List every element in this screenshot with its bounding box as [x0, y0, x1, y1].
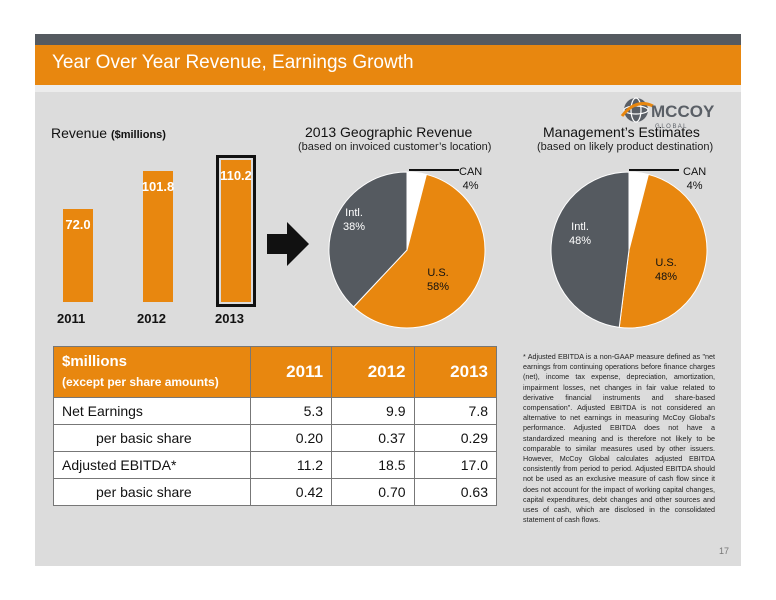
- mgmt-intl-label: Intl. 48%: [569, 220, 591, 248]
- table-header-line1: $millions: [62, 353, 128, 370]
- table-header-line2: (except per share amounts): [62, 375, 219, 389]
- geo-us-name: U.S.: [427, 267, 449, 279]
- page-title: Year Over Year Revenue, Earnings Growth: [52, 52, 414, 73]
- mgmt-pie-slice-intl: [550, 171, 630, 328]
- table-header-year: 2012: [331, 346, 415, 398]
- mgmt-heading: Management’s Estimates: [543, 124, 700, 140]
- mgmt-pie-chart: [550, 171, 708, 329]
- geo-us-pct: 58%: [427, 281, 450, 293]
- table-row: Adjusted EBITDA* 11.2 18.5 17.0: [53, 451, 498, 479]
- geo-us-label: U.S. 58%: [427, 266, 449, 294]
- slide: Year Over Year Revenue, Earnings Growth …: [35, 34, 741, 566]
- logo-wordmark: MCCOY: [651, 102, 715, 121]
- table-cell: 5.3: [249, 397, 333, 425]
- table-cell: 18.5: [331, 451, 415, 479]
- table-header-row: $millions (except per share amounts) 201…: [53, 346, 498, 398]
- geo-intl-label: Intl. 38%: [343, 206, 365, 234]
- table-cell: 0.63: [413, 478, 498, 506]
- page-number: 17: [719, 546, 730, 556]
- geo-can-name: CAN: [459, 166, 483, 178]
- mccoy-global-logo: MCCOY G L O B A L: [620, 97, 715, 130]
- table-row-label: per basic share: [53, 424, 251, 452]
- table-row: per basic share 0.20 0.37 0.29: [53, 424, 498, 452]
- revenue-bar: [63, 209, 93, 302]
- table-row-label: per basic share: [53, 478, 251, 506]
- table-header-year: 2013: [413, 346, 498, 398]
- table-cell: 0.20: [249, 424, 333, 452]
- mgmt-can-name: CAN: [683, 166, 707, 178]
- mgmt-subheading: (based on likely product destination): [537, 141, 714, 153]
- table-cell: 0.29: [413, 424, 498, 452]
- mgmt-intl-name: Intl.: [571, 221, 589, 233]
- geo-heading: 2013 Geographic Revenue: [305, 124, 473, 140]
- mgmt-us-name: U.S.: [655, 257, 677, 269]
- globe-icon: [620, 97, 654, 123]
- revenue-year-label: 2013: [215, 311, 244, 326]
- revenue-year-label: 2011: [57, 311, 86, 326]
- table-row: per basic share 0.42 0.70 0.63: [53, 478, 498, 506]
- table-cell: 17.0: [413, 451, 498, 479]
- mgmt-intl-pct: 48%: [569, 235, 592, 247]
- table-cell: 7.8: [413, 397, 498, 425]
- table-cell: 0.37: [331, 424, 415, 452]
- revenue-heading-units: ($millions): [110, 129, 166, 141]
- title-bar: [35, 45, 741, 85]
- financial-table: $millions (except per share amounts) 201…: [53, 346, 498, 506]
- revenue-bar: [216, 155, 256, 307]
- top-bar: [35, 34, 741, 45]
- revenue-bar-value: 72.0: [65, 217, 91, 233]
- table-row-label: Net Earnings: [53, 397, 251, 425]
- revenue-bar: [143, 170, 173, 302]
- mgmt-us-label: U.S. 48%: [655, 256, 677, 284]
- geo-pie-slice-intl: [328, 171, 408, 308]
- geo-can-leader-line: [409, 169, 459, 171]
- table-row: Net Earnings 5.3 9.9 7.8: [53, 397, 498, 425]
- geo-intl-pct: 38%: [343, 221, 366, 233]
- table-cell: 11.2: [249, 451, 333, 479]
- table-cell: 0.70: [331, 478, 415, 506]
- logo-tagline: G L O B A L: [655, 124, 687, 130]
- geo-can-label: CAN 4%: [459, 165, 482, 193]
- table-cell: 9.9: [331, 397, 415, 425]
- mgmt-can-pct: 4%: [686, 180, 703, 192]
- geo-intl-name: Intl.: [345, 207, 363, 219]
- mgmt-us-pct: 48%: [655, 271, 678, 283]
- table-header-year: 2011: [249, 346, 333, 398]
- revenue-year-label: 2012: [137, 311, 166, 326]
- geo-subheading: (based on invoiced customer’s location): [298, 141, 492, 153]
- mgmt-pie-slice-us: [618, 173, 708, 329]
- revenue-bar-value: 101.8: [141, 178, 175, 194]
- geo-pie-slice-us: [352, 173, 486, 329]
- table-cell: 0.42: [249, 478, 333, 506]
- table-header-label: $millions (except per share amounts): [53, 346, 251, 398]
- mgmt-can-label: CAN 4%: [683, 165, 706, 193]
- revenue-heading-label: Revenue: [51, 125, 108, 141]
- revenue-heading: Revenue ($millions): [51, 125, 166, 141]
- right-arrow-icon: [267, 222, 309, 266]
- mgmt-can-leader-line: [629, 169, 679, 171]
- table-row-label: Adjusted EBITDA*: [53, 451, 251, 479]
- geo-can-pct: 4%: [462, 180, 479, 192]
- ebitda-footnote: * Adjusted EBITDA is a non-GAAP measure …: [523, 352, 715, 525]
- revenue-bar-value: 110.2: [220, 168, 252, 184]
- geo-pie-chart: [328, 171, 486, 329]
